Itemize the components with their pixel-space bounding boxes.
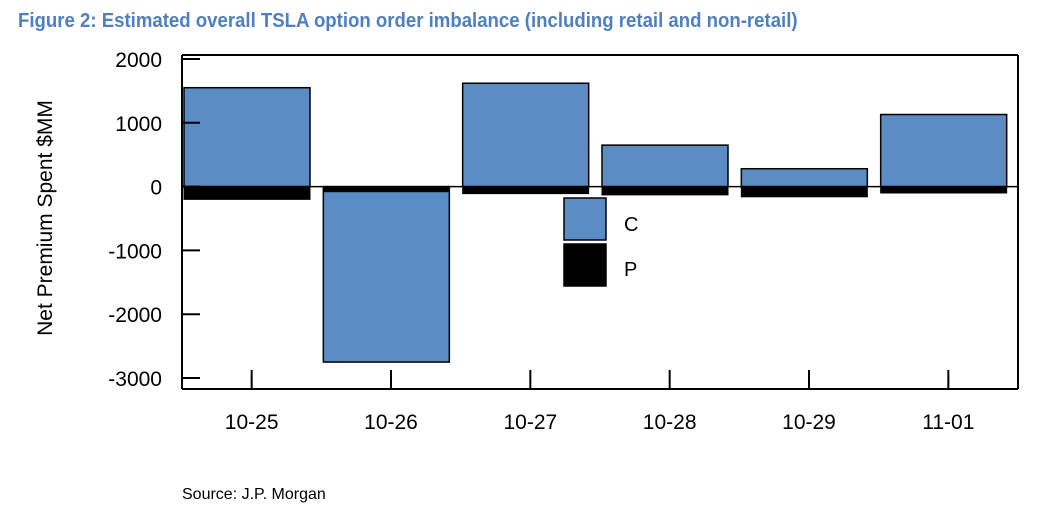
legend: C P <box>563 197 638 287</box>
axes-group: 2000 1000 0 -1000 -2000 -3000 10-25 10-26 10-27 1… <box>108 49 1019 434</box>
bar-puts-10-28 <box>601 186 729 196</box>
chart: 2000 1000 0 -1000 -2000 -3000 10-25 10-26 10-27 1… <box>34 49 1019 434</box>
y-tick-label: 1000 <box>115 113 162 136</box>
bar-calls-10-26 <box>322 185 451 363</box>
y-axis-label: Net Premium Spent $MM <box>34 100 57 336</box>
bar-puts-11-01 <box>880 186 1008 194</box>
source-note: Source: J.P. Morgan <box>182 486 326 503</box>
x-tick-label: 10-27 <box>503 411 557 434</box>
legend-label-calls: C <box>624 214 638 236</box>
y-tick-label: -1000 <box>108 240 162 263</box>
legend-swatch-calls <box>563 197 607 241</box>
bars-group <box>183 82 1008 363</box>
legend-swatch-puts <box>563 243 607 287</box>
figure-title: Figure 2: Estimated overall TSLA option … <box>18 10 798 32</box>
y-tick-label: -2000 <box>108 304 162 327</box>
bar-calls-10-29 <box>740 167 869 188</box>
y-tick-label: 0 <box>150 177 162 200</box>
bar-puts-10-27 <box>462 186 590 195</box>
legend-label-puts: P <box>624 259 637 281</box>
bar-calls-10-28 <box>601 144 729 188</box>
bar-puts-10-25 <box>183 186 311 200</box>
bar-puts-10-26 <box>322 186 450 193</box>
x-tick-label: 10-28 <box>643 411 697 434</box>
y-tick-label: 2000 <box>115 49 162 72</box>
bar-calls-10-25 <box>183 86 311 188</box>
y-tick-label: -3000 <box>108 368 162 391</box>
x-tick-label: 11-01 <box>922 411 974 434</box>
x-tick-label: 10-29 <box>782 411 836 434</box>
x-tick-label: 10-26 <box>364 411 418 434</box>
bar-puts-10-29 <box>740 186 868 198</box>
bar-calls-10-27 <box>461 82 590 188</box>
bar-calls-11-01 <box>879 113 1008 188</box>
x-tick-label: 10-25 <box>225 411 279 434</box>
